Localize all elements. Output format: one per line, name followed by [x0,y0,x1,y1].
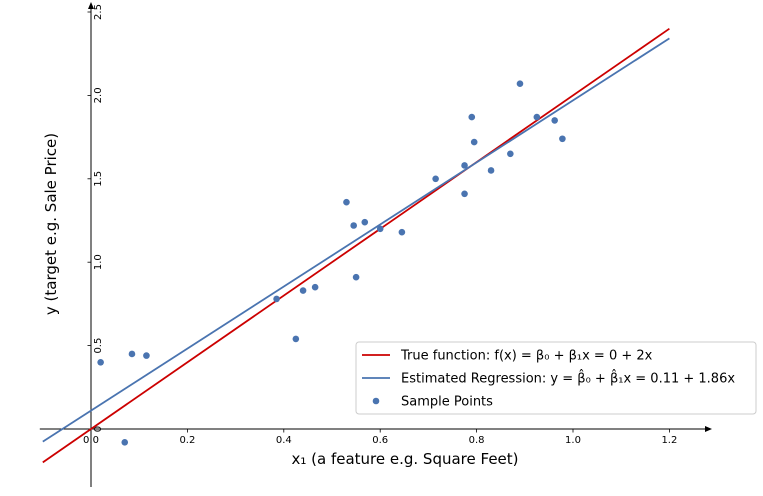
sample-point [311,283,319,291]
legend-estimated-regression-label: Estimated Regression: y = β̂₀ + β̂₁x = 0… [401,369,735,386]
y-tick-label: 1.0 [93,254,104,270]
sample-point [343,198,350,206]
sample-point [432,175,439,183]
y-tick-label: 0 [93,426,104,432]
y-axis-title: y (target e.g. Sale Price) [42,133,60,315]
x-tick-label: 0.6 [372,435,388,446]
legend: True function: f(x) = β₀ + β₁x = 0 + 2x E… [355,341,757,415]
sample-point [143,352,150,359]
sample-point [551,117,558,124]
y-tick-label: 2.0 [93,87,104,103]
sample-point [121,439,129,446]
x-tick-label: 0.4 [276,435,292,446]
sample-point [299,287,307,294]
y-axis-arrow [88,2,94,9]
x-tick-label: 0.8 [469,435,485,446]
axes: 0.0 0.2 0.4 0.6 0.8 1.0 1.2 0 0.5 1.0 1.5 2.0 2.5 [39,2,712,487]
sample-point [292,335,300,343]
sample-point [350,222,357,229]
sample-point [516,80,524,88]
sample-point [470,138,478,146]
x-tick-label: 0.0 [83,435,99,446]
sample-point [128,350,136,358]
x-tick-label: 1.0 [565,435,581,446]
x-axis-arrow [705,426,712,432]
sample-point [468,113,476,121]
legend-sample-points-swatch [372,397,380,405]
legend-sample-points-label: Sample Points [401,395,493,410]
line-series [42,27,670,464]
legend-box [355,341,757,415]
y-tick-label: 0.5 [93,338,104,354]
sample-point [273,295,280,303]
x-axis-title: x₁ (a feature e.g. Square Feet) [291,450,518,468]
sample-point [559,135,566,143]
y-tick-label: 2.5 [93,4,104,20]
sample-point [487,167,495,174]
sample-point [398,228,406,236]
x-tick-label: 0.2 [179,435,195,446]
sample-points [97,80,566,446]
true-function-line [42,27,670,464]
sample-point [361,218,369,226]
sample-point [533,113,541,121]
sample-point [461,190,468,198]
sample-point [376,225,384,233]
y-tick-label: 1.5 [93,171,104,187]
estimated-regression-line [42,37,670,443]
sample-point [97,358,104,366]
sample-point [352,273,360,281]
sample-point [461,162,468,169]
legend-true-function-label: True function: f(x) = β₀ + β₁x = 0 + 2x [400,349,653,364]
x-tick-label: 1.2 [661,435,677,446]
sample-point [507,150,514,158]
